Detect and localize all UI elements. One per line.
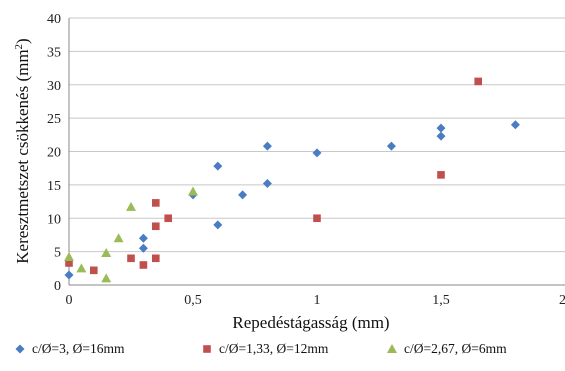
x-tick-label: 1 (314, 293, 321, 308)
data-point-series-2 (152, 222, 160, 231)
x-tick-label: 0 (66, 293, 73, 308)
data-point-series-2 (152, 254, 160, 263)
data-point-series-2 (139, 261, 148, 269)
legend-marker (387, 344, 397, 353)
data-point-series-2 (474, 77, 482, 86)
legend-item: c/Ø=1,33, Ø=12mm (203, 341, 329, 356)
y-tick-label: 25 (47, 112, 61, 127)
data-point-series-1 (386, 141, 396, 151)
legend-item: c/Ø=2,67, Ø=6mm (387, 341, 507, 356)
data-point-series-1 (510, 120, 520, 130)
data-point-series-1 (436, 123, 446, 133)
y-tick-label: 5 (54, 246, 61, 261)
legend-marker (203, 345, 211, 353)
x-tick-label: 1,5 (432, 293, 450, 308)
data-point-series-2 (65, 259, 73, 267)
legend-label: c/Ø=3, Ø=16mm (32, 341, 125, 356)
data-point-series-2 (437, 171, 445, 179)
x-axis-label: Repedéstágasság (mm) (232, 313, 389, 332)
y-axis-label-main: Keresztmetszet csökkenés (mm (13, 49, 32, 263)
data-point-series-2 (152, 199, 160, 207)
data-point-series-1 (213, 161, 223, 171)
y-axis-label: Keresztmetszet csökkenés (mm2) (13, 38, 32, 263)
y-tick-label: 40 (47, 12, 61, 27)
data-point-series-1 (138, 233, 148, 243)
data-point-series-1 (312, 148, 322, 158)
data-point-series-3 (64, 251, 74, 261)
legend-item: c/Ø=3, Ø=16mm (15, 341, 125, 356)
y-tick-label: 0 (54, 279, 61, 294)
y-tick-label: 20 (47, 146, 61, 161)
data-point-series-1 (213, 220, 223, 230)
data-point-series-3 (76, 263, 87, 273)
data-point-series-3 (101, 247, 112, 257)
data-point-series-2 (127, 254, 135, 263)
y-tick-label: 30 (47, 79, 61, 94)
data-point-series-2 (313, 214, 321, 223)
grid-lines (69, 17, 565, 253)
data-point-series-3 (126, 201, 136, 211)
legend-label: c/Ø=1,33, Ø=12mm (219, 341, 329, 356)
y-tick-label: 10 (47, 212, 61, 227)
legend-label: c/Ø=2,67, Ø=6mm (404, 341, 507, 356)
y-axis-label-sup: 2 (13, 44, 25, 50)
y-tick-label: 15 (47, 179, 61, 194)
data-point-series-3 (101, 273, 112, 283)
data-point-series-1 (436, 131, 446, 141)
legend: c/Ø=3, Ø=16mm c/Ø=1,33, Ø=12mm c/Ø=2,67, Ø… (15, 341, 507, 356)
y-axis-label-close: ) (13, 38, 32, 44)
x-tick-label: 0,5 (184, 293, 202, 308)
x-tick-label: 2 (559, 293, 565, 308)
y-tick-labels: 0 5 10 15 20 25 30 35 40 (47, 12, 61, 294)
axes (68, 18, 565, 286)
data-point-series-3 (188, 186, 198, 196)
data-point-series-1 (238, 190, 248, 200)
y-tick-label: 35 (47, 45, 61, 60)
data-point-series-1 (262, 179, 272, 189)
data-points (64, 77, 520, 283)
x-tick-labels: 0 0,5 1 1,5 2 (66, 293, 565, 308)
data-point-series-1 (64, 270, 74, 280)
legend-marker (15, 344, 25, 354)
data-point-series-1 (138, 243, 148, 253)
data-point-series-3 (113, 233, 124, 243)
data-point-series-2 (164, 214, 172, 223)
data-point-series-1 (262, 141, 272, 151)
data-point-series-2 (90, 266, 98, 275)
